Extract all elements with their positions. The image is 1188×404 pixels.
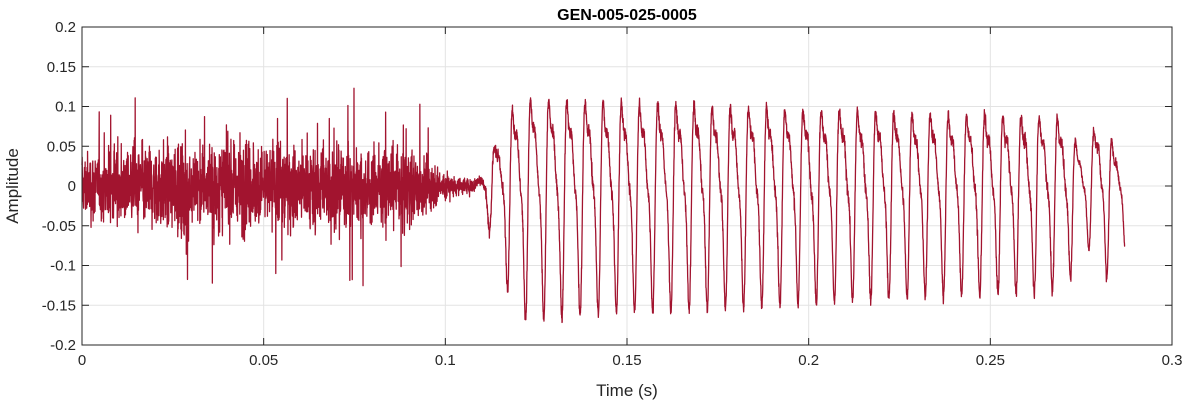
x-axis-label: Time (s) (596, 381, 658, 400)
chart-title: GEN-005-025-0005 (557, 7, 697, 24)
y-tick-label: 0 (68, 178, 76, 195)
y-tick-labels: -0.2 -0.15 -0.1 -0.05 0 0.05 0.1 0.15 0.2 (42, 19, 76, 354)
y-tick-label: 0.05 (47, 138, 76, 155)
x-tick-label: 0.1 (435, 352, 456, 369)
y-tick-label: -0.2 (50, 337, 76, 354)
y-tick-label: -0.15 (42, 297, 76, 314)
y-tick-label: 0.1 (55, 99, 76, 116)
y-axis-label: Amplitude (3, 148, 22, 224)
x-tick-label: 0 (78, 352, 86, 369)
x-tick-label: 0.3 (1162, 352, 1183, 369)
signal-line (81, 87, 1126, 324)
x-tick-label: 0.15 (612, 352, 641, 369)
y-tick-label: -0.1 (50, 258, 76, 275)
x-tick-label: 0.25 (976, 352, 1005, 369)
y-tick-label: 0.15 (47, 59, 76, 76)
plot-frame (81, 26, 1173, 346)
x-tick-labels: 0 0.05 0.1 0.15 0.2 0.25 0.3 (78, 352, 1183, 369)
y-tick-label: -0.05 (42, 218, 76, 235)
x-tick-label: 0.2 (798, 352, 819, 369)
x-tick-label: 0.05 (249, 352, 278, 369)
y-tick-label: 0.2 (55, 19, 76, 36)
